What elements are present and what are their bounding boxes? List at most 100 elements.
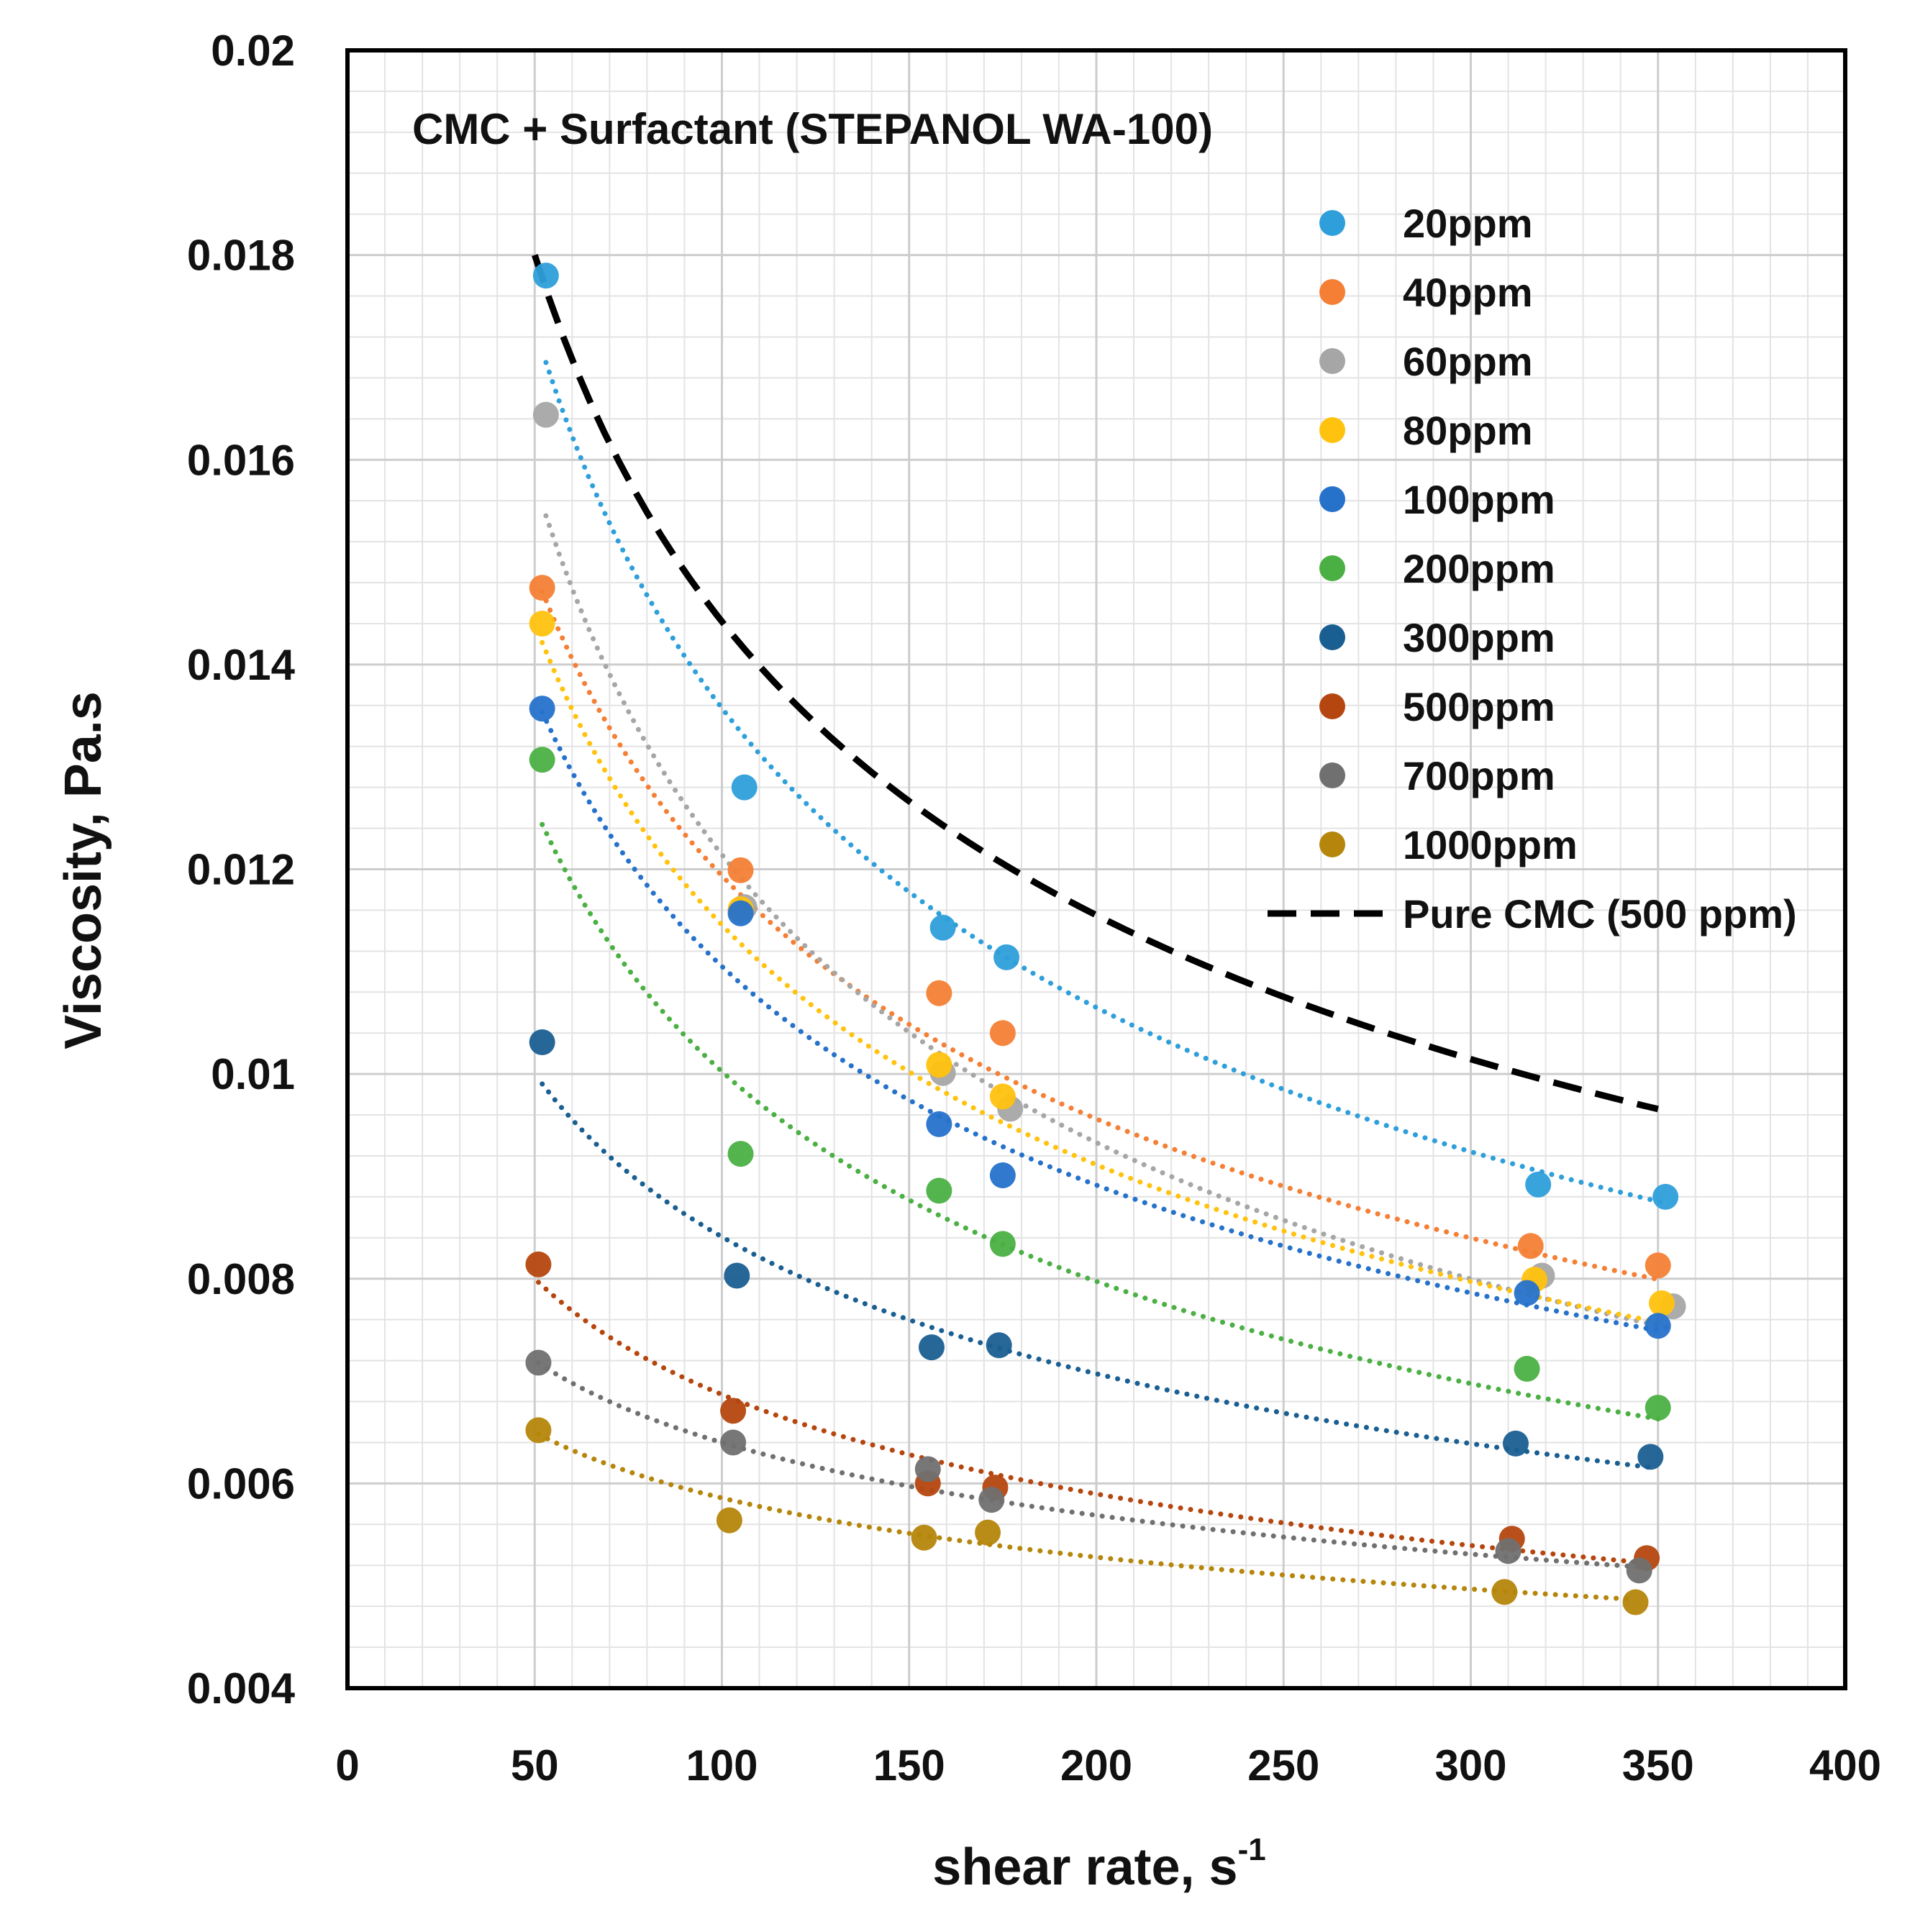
point-200ppm [926,1177,952,1204]
legend-label-700ppm: 700ppm [1403,753,1555,798]
point-40ppm [529,575,555,601]
trendline-40ppm [540,588,1661,1282]
x-axis-title-superscript: -1 [1238,1832,1266,1867]
legend-label-200ppm: 200ppm [1403,546,1555,591]
point-1000ppm [1622,1589,1649,1616]
point-1000ppm [975,1519,1001,1546]
point-200ppm [1645,1395,1671,1421]
point-500ppm [525,1251,552,1277]
x-tick-label: 150 [873,1741,945,1790]
point-300ppm [918,1334,945,1361]
legend-marker-100ppm [1319,486,1345,512]
y-axis-title: Viscosity, Pa.s [55,691,112,1049]
point-20ppm [929,914,956,941]
legend-marker-40ppm [1319,279,1345,305]
legend-marker-700ppm [1319,762,1345,788]
point-700ppm [914,1456,941,1482]
point-700ppm [1495,1538,1521,1564]
y-tick-label: 0.014 [187,641,296,689]
point-100ppm [1514,1280,1540,1306]
legend-label-80ppm: 80ppm [1403,408,1533,453]
legend-marker-200ppm [1319,555,1345,581]
y-tick-label: 0.012 [187,846,295,894]
point-200ppm [529,747,555,773]
y-tick-label: 0.008 [187,1255,295,1303]
point-20ppm [993,944,1020,970]
x-axis-title: shear rate, s-1 [932,1832,1265,1896]
point-1000ppm [1491,1579,1518,1605]
x-tick-label: 50 [511,1741,559,1790]
point-100ppm [727,900,754,926]
trendlines [536,360,1676,1603]
x-axis-title-main: shear rate, s [932,1838,1237,1896]
legend-marker-80ppm [1319,417,1345,443]
y-tick-label: 0.016 [187,436,295,484]
point-100ppm [989,1162,1016,1189]
legend-marker-1000ppm [1319,831,1345,857]
y-tick-label: 0.006 [187,1459,295,1508]
legend-label-100ppm: 100ppm [1403,477,1555,522]
legend-label-20ppm: 20ppm [1403,201,1533,246]
point-700ppm [1626,1557,1652,1584]
chart-title: CMC + Surfactant (STEPANOL WA-100) [412,105,1213,153]
legend-label-40ppm: 40ppm [1403,270,1533,315]
point-1000ppm [911,1524,937,1551]
trendline-20ppm [543,360,1668,1206]
point-700ppm [525,1349,552,1376]
legend-label-1000ppm: 1000ppm [1403,822,1578,867]
point-200ppm [989,1231,1016,1257]
x-tick-label: 300 [1434,1741,1506,1790]
point-20ppm [532,263,559,289]
point-700ppm [720,1429,747,1456]
x-tick-label: 0 [335,1741,359,1790]
legend-marker-300ppm [1319,624,1345,650]
y-tick-label: 0.02 [211,27,295,75]
reference-curve-pure-cmc [532,254,1659,1113]
point-1000ppm [525,1417,552,1444]
point-20ppm [731,774,758,801]
legend-marker-500ppm [1319,693,1345,719]
y-tick-label: 0.004 [187,1664,296,1713]
point-40ppm [727,857,754,883]
data-points [525,263,1686,1616]
point-100ppm [926,1111,952,1137]
point-80ppm [529,610,555,637]
point-500ppm [720,1398,747,1424]
legend-label-60ppm: 60ppm [1403,339,1533,384]
trendline-80ppm [540,639,1665,1326]
point-20ppm [1525,1171,1552,1198]
point-700ppm [978,1487,1005,1513]
x-tick-label: 200 [1060,1741,1132,1790]
point-300ppm [529,1029,555,1056]
y-tick-labels: 0.004 0.006 0.008 0.01 0.012 0.014 0.016 0.018 0… [187,27,296,1713]
legend-label-500ppm: 500ppm [1403,684,1555,729]
y-tick-label: 0.01 [211,1050,295,1098]
point-100ppm [529,696,555,722]
reference-curve [532,254,1659,1113]
legend-label-pure-cmc: Pure CMC (500 ppm) [1403,891,1797,937]
y-tick-label: 0.018 [187,232,295,280]
legend-marker-20ppm [1319,210,1345,236]
plot-frame [345,48,1847,1690]
point-80ppm [989,1083,1016,1110]
point-20ppm [1652,1183,1679,1210]
point-80ppm [926,1052,952,1078]
trendline-300ppm [540,1081,1653,1470]
legend: 20ppm 40ppm 60ppm 80ppm 100ppm 200ppm 300ppm 50… [1268,201,1797,937]
x-tick-label: 400 [1809,1741,1881,1790]
trendline-200ppm [540,821,1661,1422]
point-300ppm [986,1332,1012,1359]
point-300ppm [1637,1444,1664,1470]
trendline-500ppm [536,1280,1650,1566]
point-40ppm [989,1020,1016,1047]
point-40ppm [1517,1233,1544,1259]
point-80ppm [1648,1290,1675,1316]
x-tick-label: 250 [1247,1741,1319,1790]
point-300ppm [1502,1430,1529,1457]
point-200ppm [727,1141,754,1167]
point-200ppm [1514,1355,1540,1382]
point-100ppm [1645,1313,1671,1339]
point-300ppm [724,1262,750,1289]
